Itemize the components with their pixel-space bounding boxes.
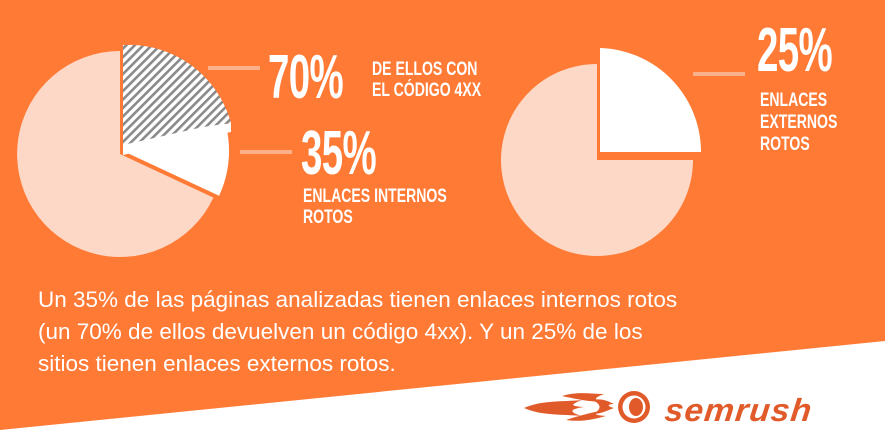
- stat-25-label-line2: EXTERNOS: [760, 112, 838, 133]
- summary-line-1: Un 35% de las páginas analizadas tienen …: [38, 287, 678, 312]
- stat-35-value: 35%: [301, 119, 377, 188]
- leader-line-70: [208, 66, 260, 70]
- pie-slice-other-external: [501, 64, 693, 256]
- stat-70-label-line1: DE ELLOS CON: [372, 59, 478, 80]
- comet-fireball-icon: [524, 391, 650, 423]
- pie-slice-4xx-hatch: [123, 44, 231, 151]
- pie-chart-internal-links: [17, 44, 231, 257]
- summary-paragraph: Un 35% de las páginas analizadas tienen …: [38, 284, 818, 380]
- pie-slice-external-broken: [600, 48, 701, 152]
- summary-line-3: sitios tienen enlaces externos rotos.: [38, 351, 396, 376]
- stat-70-value: 70%: [268, 43, 344, 112]
- leader-line-35: [240, 150, 292, 154]
- leader-line-25: [693, 72, 745, 76]
- stat-35-label-line1: ENLACES INTERNOS: [303, 186, 447, 207]
- stat-25-label-line1: ENLACES: [760, 90, 828, 111]
- stat-35-label-line2: ROTOS: [303, 207, 353, 228]
- stat-70-label-line2: EL CÓDIGO 4XX: [372, 80, 482, 101]
- stat-25-label-line3: ROTOS: [760, 134, 810, 155]
- summary-line-2: (un 70% de ellos devuelven un código 4xx…: [38, 319, 643, 344]
- pie-chart-external-links: [501, 48, 701, 256]
- pie-slice-other: [17, 51, 214, 257]
- semrush-logo-text: semrush: [663, 392, 815, 428]
- stat-25-value: 25%: [757, 16, 833, 85]
